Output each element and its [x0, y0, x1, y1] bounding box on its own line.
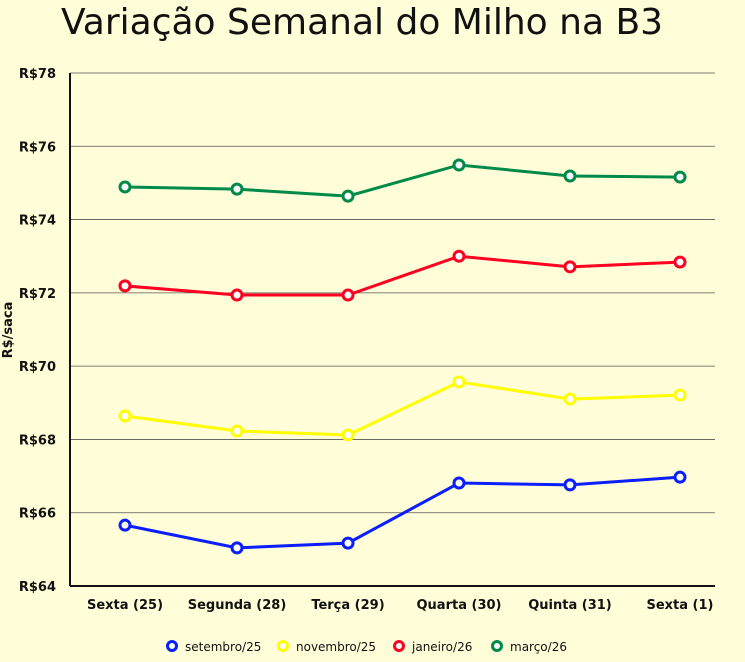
data-point: [452, 158, 466, 172]
y-tick-label: R$68: [19, 433, 56, 448]
data-point: [118, 279, 132, 293]
legend-label: novembro/25: [296, 640, 376, 654]
chart-title: Variação Semanal do Milho na B3: [61, 2, 663, 43]
legend-label: março/26: [510, 640, 567, 654]
y-tick-label: R$72: [19, 287, 56, 302]
data-point: [673, 388, 687, 402]
data-point: [118, 518, 132, 532]
y-tick-label: R$70: [19, 360, 56, 375]
legend-marker-icon: [277, 640, 289, 652]
legend-marker-icon: [491, 640, 503, 652]
y-tick-label: R$76: [19, 140, 56, 155]
x-tick-label: Sexta (25): [87, 598, 163, 613]
data-point: [230, 288, 244, 302]
data-point: [673, 170, 687, 184]
x-tick-label: Quarta (30): [417, 598, 502, 613]
data-point: [341, 428, 355, 442]
data-point: [563, 260, 577, 274]
data-point: [563, 478, 577, 492]
y-tick-label: R$78: [19, 67, 56, 82]
data-point: [341, 536, 355, 550]
data-point: [673, 255, 687, 269]
y-axis-label: R$/saca: [1, 302, 16, 359]
data-point: [230, 424, 244, 438]
data-point: [452, 375, 466, 389]
series-line-0: [124, 475, 681, 550]
y-tick-label: R$66: [19, 507, 56, 522]
series-line-2: [124, 254, 681, 297]
data-point: [673, 470, 687, 484]
data-point: [118, 180, 132, 194]
y-tick-label: R$64: [19, 580, 56, 595]
data-point: [563, 169, 577, 183]
x-tick-label: Terça (29): [311, 598, 384, 613]
data-point: [230, 182, 244, 196]
series-line-3: [124, 163, 681, 198]
legend-marker-icon: [393, 640, 405, 652]
series-line-1: [124, 380, 681, 437]
data-point: [230, 541, 244, 555]
y-tick-label: R$74: [19, 214, 56, 229]
x-tick-label: Segunda (28): [188, 598, 287, 613]
data-point: [563, 392, 577, 406]
data-point: [341, 288, 355, 302]
data-point: [341, 189, 355, 203]
data-point: [118, 409, 132, 423]
legend-label: setembro/25: [185, 640, 261, 654]
data-point: [452, 476, 466, 490]
legend-label: janeiro/26: [411, 640, 472, 654]
data-point: [452, 249, 466, 263]
legend-marker-icon: [166, 640, 178, 652]
x-tick-label: Quinta (31): [528, 598, 612, 613]
x-tick-label: Sexta (1): [646, 598, 713, 613]
